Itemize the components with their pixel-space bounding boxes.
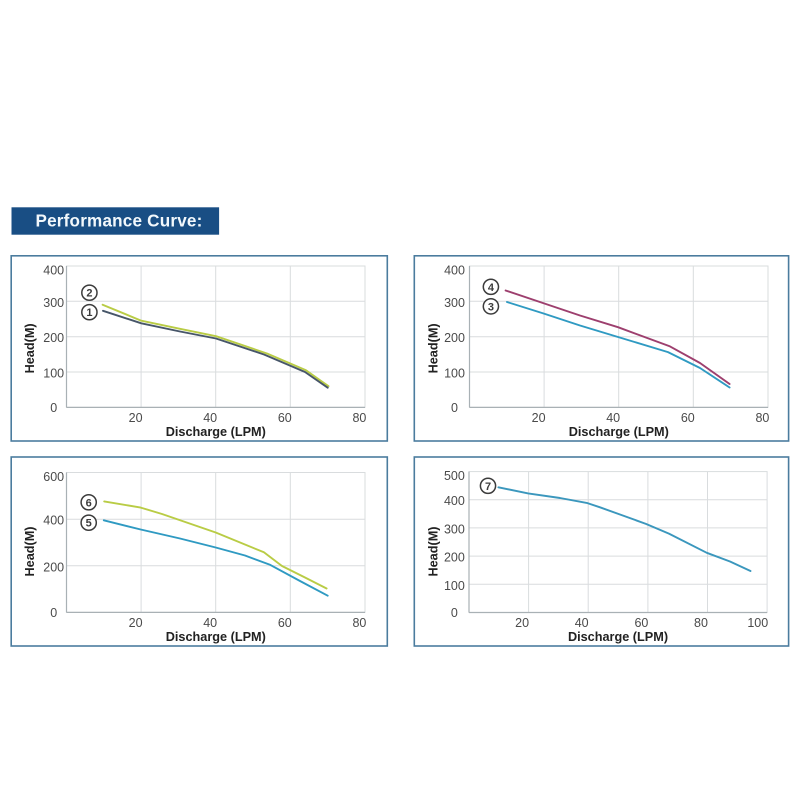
svg-text:100: 100 — [747, 616, 768, 630]
svg-text:20: 20 — [129, 616, 143, 630]
svg-text:60: 60 — [278, 616, 292, 630]
svg-text:400: 400 — [43, 264, 64, 278]
svg-text:Head(M): Head(M) — [23, 323, 37, 373]
svg-text:Discharge (LPM): Discharge (LPM) — [166, 425, 266, 439]
svg-text:40: 40 — [575, 616, 589, 630]
svg-text:400: 400 — [444, 264, 465, 278]
svg-text:20: 20 — [515, 616, 529, 630]
svg-text:Performance Curve:: Performance Curve: — [36, 212, 203, 231]
svg-text:0: 0 — [50, 606, 57, 620]
svg-text:0: 0 — [50, 401, 57, 415]
svg-text:40: 40 — [203, 616, 217, 630]
svg-text:0: 0 — [451, 606, 458, 620]
svg-text:400: 400 — [444, 494, 465, 508]
svg-text:20: 20 — [532, 411, 546, 425]
svg-text:4: 4 — [488, 282, 495, 294]
svg-text:Discharge (LPM): Discharge (LPM) — [568, 630, 668, 644]
svg-text:400: 400 — [43, 514, 64, 528]
svg-text:80: 80 — [755, 411, 769, 425]
svg-text:300: 300 — [444, 296, 465, 310]
svg-text:100: 100 — [444, 579, 465, 593]
svg-text:3: 3 — [488, 301, 494, 313]
svg-text:60: 60 — [681, 411, 695, 425]
svg-text:7: 7 — [485, 481, 491, 493]
svg-text:Head(M): Head(M) — [426, 526, 440, 576]
svg-text:80: 80 — [694, 616, 708, 630]
svg-text:5: 5 — [86, 518, 92, 530]
svg-text:Head(M): Head(M) — [23, 526, 37, 576]
svg-text:200: 200 — [444, 551, 465, 565]
svg-text:100: 100 — [43, 367, 64, 381]
svg-text:60: 60 — [278, 411, 292, 425]
svg-text:40: 40 — [606, 411, 620, 425]
svg-text:80: 80 — [352, 616, 366, 630]
svg-text:600: 600 — [43, 470, 64, 484]
svg-text:200: 200 — [444, 331, 465, 345]
svg-text:200: 200 — [43, 560, 64, 574]
svg-text:80: 80 — [352, 411, 366, 425]
svg-text:20: 20 — [129, 411, 143, 425]
svg-text:200: 200 — [43, 331, 64, 345]
svg-text:1: 1 — [86, 307, 92, 319]
svg-text:100: 100 — [444, 367, 465, 381]
svg-text:6: 6 — [86, 497, 92, 509]
svg-text:Discharge (LPM): Discharge (LPM) — [569, 425, 669, 439]
svg-text:300: 300 — [43, 296, 64, 310]
svg-text:60: 60 — [634, 616, 648, 630]
svg-text:2: 2 — [86, 288, 92, 300]
svg-text:40: 40 — [203, 411, 217, 425]
svg-text:Head(M): Head(M) — [426, 323, 440, 373]
svg-text:0: 0 — [451, 401, 458, 415]
svg-text:300: 300 — [444, 522, 465, 536]
svg-text:Discharge (LPM): Discharge (LPM) — [166, 630, 266, 644]
svg-text:500: 500 — [444, 469, 465, 483]
